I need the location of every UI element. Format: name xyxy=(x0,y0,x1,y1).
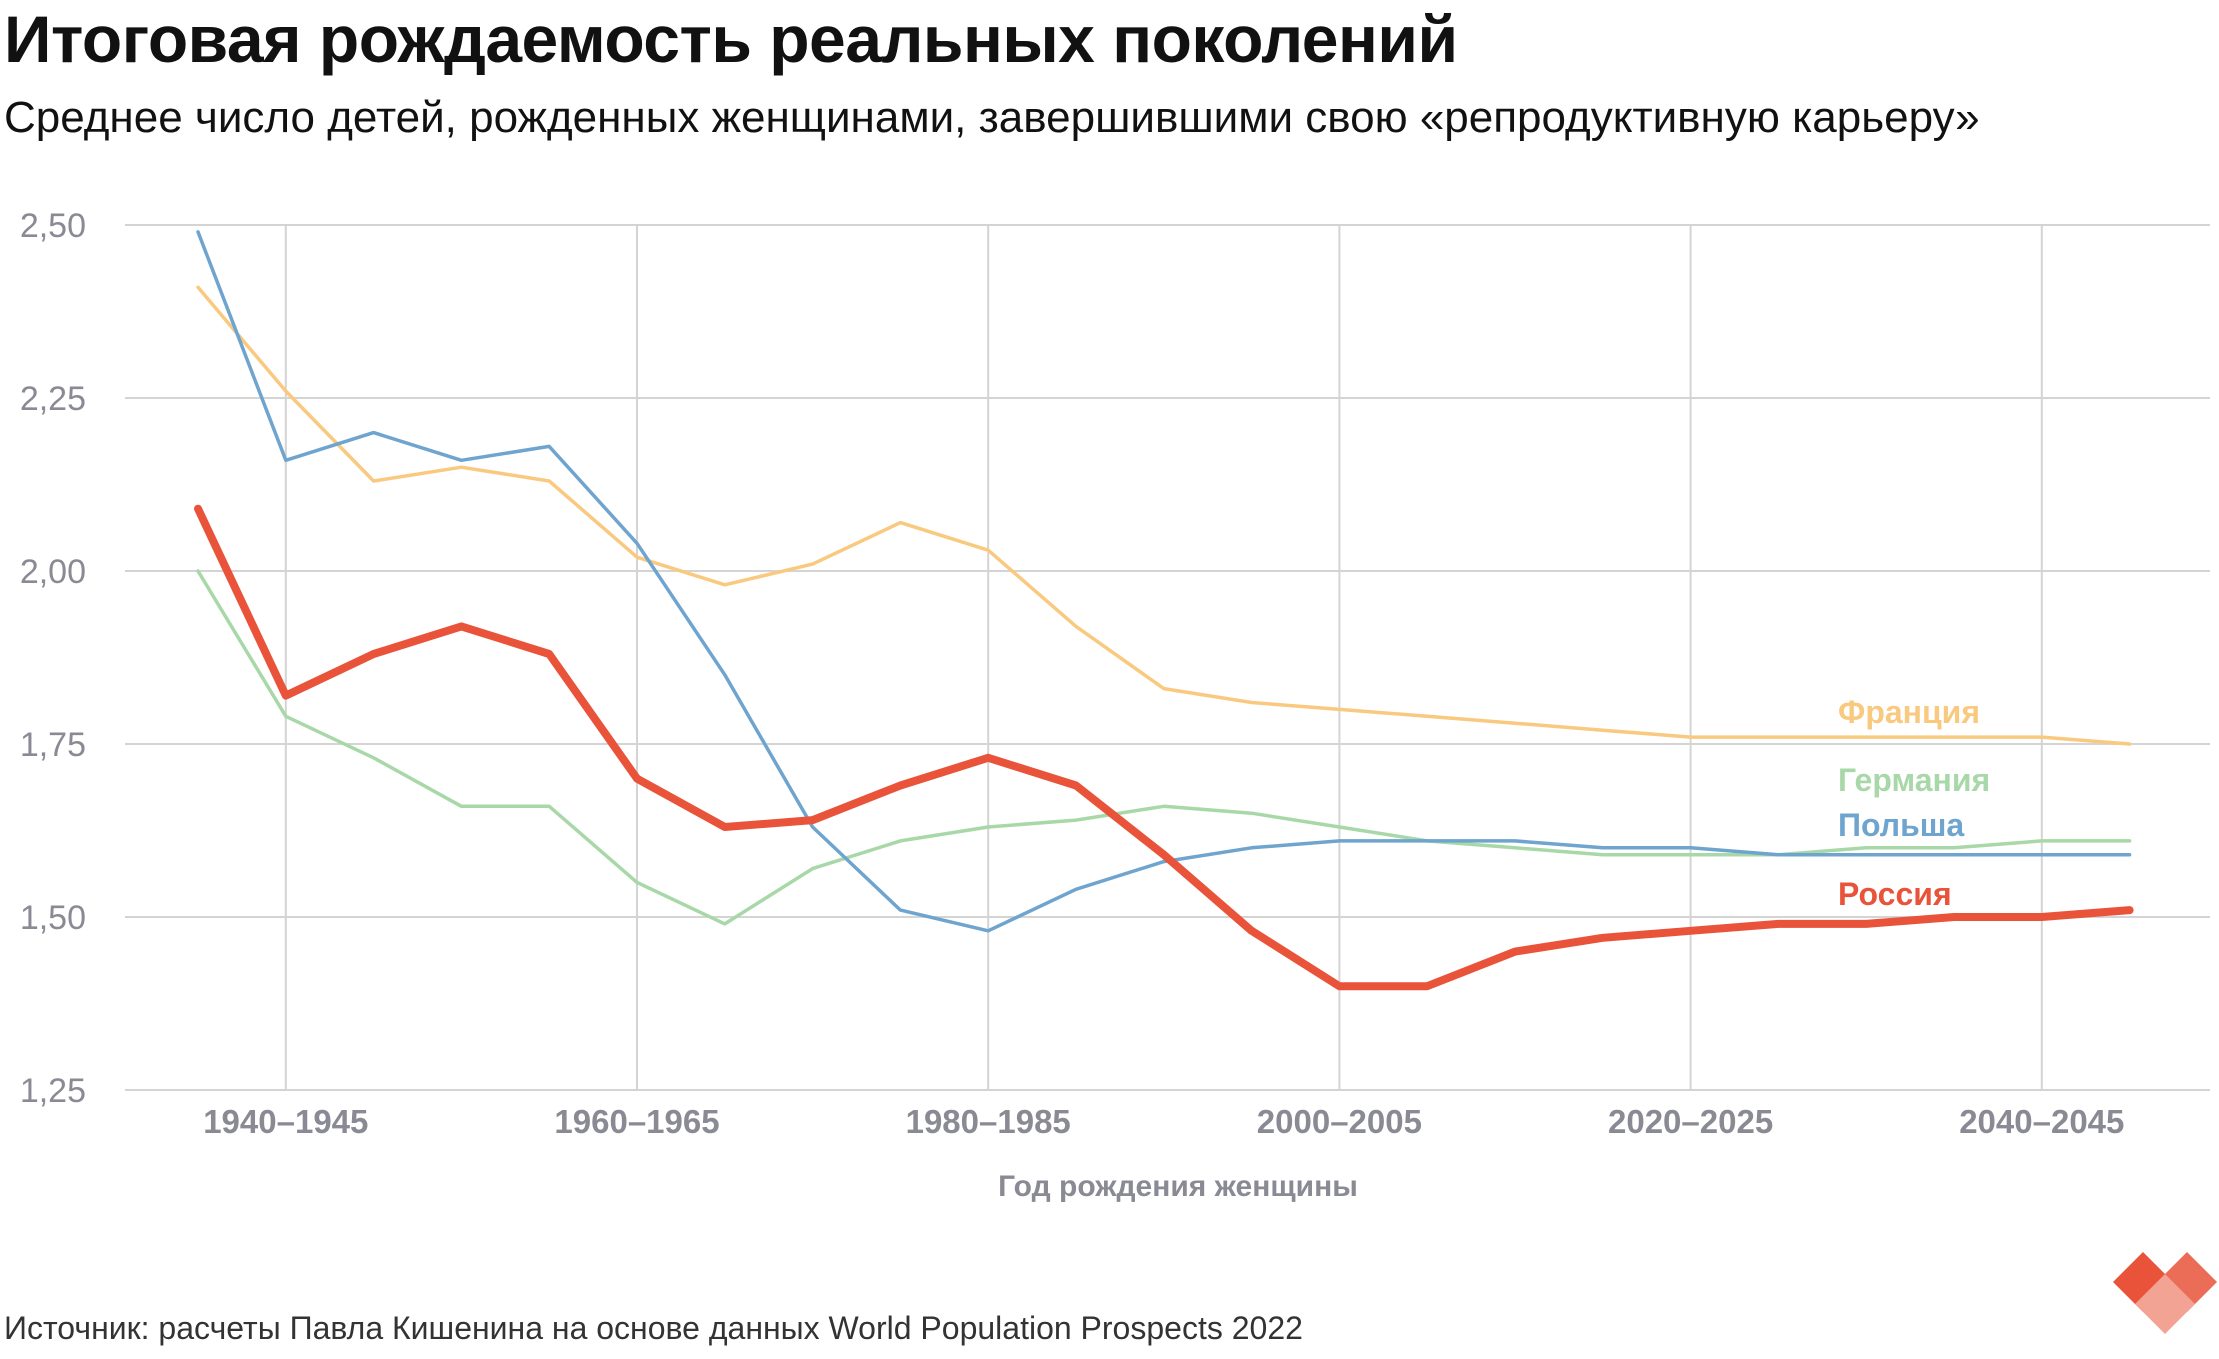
series-lines xyxy=(194,230,2134,991)
series-line-Россия xyxy=(194,504,2134,991)
x-tick-label: 1980–1985 xyxy=(906,1103,1071,1140)
y-tick-label: 2,00 xyxy=(20,553,86,591)
series-line-Франция xyxy=(196,285,2132,746)
y-tick-label: 1,75 xyxy=(20,726,86,764)
y-tick-label: 2,50 xyxy=(20,207,86,245)
y-tick-label: 1,50 xyxy=(20,899,86,937)
series-label: Германия xyxy=(1838,762,1990,798)
x-tick-label: 1960–1965 xyxy=(554,1103,719,1140)
x-tick-label: 1940–1945 xyxy=(203,1103,368,1140)
series-line-Германия xyxy=(196,569,2132,926)
publisher-logo xyxy=(2113,1252,2217,1334)
x-axis-ticks: 1940–1945 1960–1965 1980–1985 2000–2005 2020… xyxy=(203,1103,2124,1140)
x-tick-label: 2000–2005 xyxy=(1257,1103,1422,1140)
y-tick-label: 2,25 xyxy=(20,380,86,418)
logo-heart-bottom xyxy=(2135,1274,2195,1334)
chart-subtitle: Среднее число детей, рожденных женщинами… xyxy=(4,93,1980,142)
x-tick-label: 2020–2025 xyxy=(1608,1103,1773,1140)
y-tick-label: 1,25 xyxy=(20,1072,86,1110)
series-labels: Франция Германия Польша Россия xyxy=(1838,694,1990,912)
series-label: Польша xyxy=(1838,807,1964,843)
source-note: Источник: расчеты Павла Кишенина на осно… xyxy=(4,1310,1303,1346)
x-tick-label: 2040–2045 xyxy=(1959,1103,2124,1140)
series-line-Польша xyxy=(196,230,2132,933)
series-label: Франция xyxy=(1838,694,1980,730)
chart-title: Итоговая рождаемость реальных поколений xyxy=(4,2,1458,76)
x-axis-label: Год рождения женщины xyxy=(998,1170,1358,1203)
series-label: Россия xyxy=(1838,876,1952,912)
y-axis-ticks: 2,50 2,25 2,00 1,75 1,50 1,25 xyxy=(20,207,86,1110)
grid-lines xyxy=(125,224,2210,1091)
